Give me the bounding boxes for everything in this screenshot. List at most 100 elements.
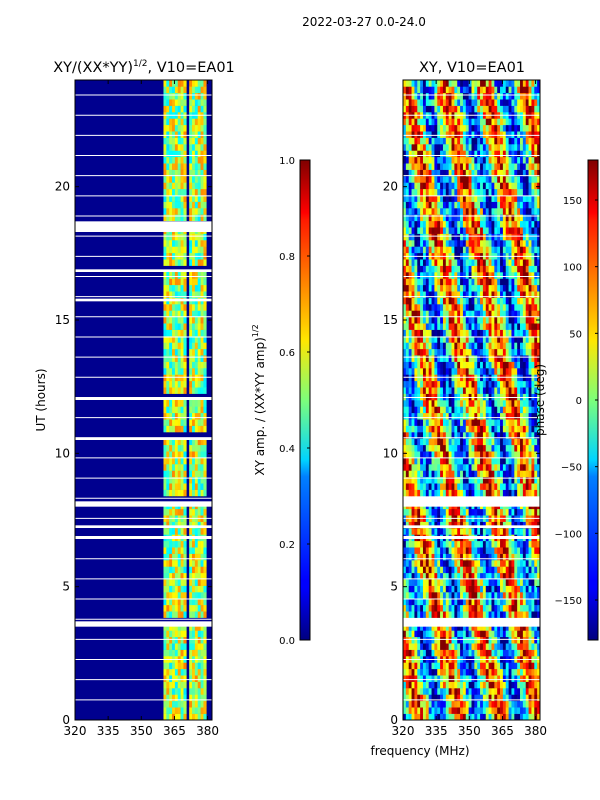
phase-cell xyxy=(457,553,461,561)
amplitude-cell xyxy=(194,284,199,292)
phase-cell xyxy=(431,284,435,292)
phase-cell xyxy=(485,464,489,471)
amplitude-cell xyxy=(183,611,187,618)
phase-cell xyxy=(471,553,475,561)
amplitude-cell xyxy=(189,662,193,670)
amplitude-cell xyxy=(197,624,201,631)
phase-cell xyxy=(454,400,458,407)
phase-cell xyxy=(491,700,495,708)
phase-cell xyxy=(437,304,441,311)
phase-cell xyxy=(462,278,467,286)
phase-cell xyxy=(408,342,412,350)
phase-cell xyxy=(460,323,464,330)
amplitude-cell xyxy=(169,476,173,484)
phase-cell xyxy=(477,540,481,548)
phase-cell xyxy=(537,406,541,414)
phase-cell xyxy=(482,611,487,618)
amplitude-cell xyxy=(169,380,173,388)
phase-cell xyxy=(502,342,507,350)
phase-cell xyxy=(528,528,532,535)
phase-cell xyxy=(454,240,458,247)
amplitude-cell xyxy=(166,361,170,369)
phase-cell xyxy=(494,547,498,554)
phase-cell xyxy=(480,668,484,676)
phase-cell xyxy=(531,380,535,388)
phase-cell xyxy=(417,668,421,676)
phase-cell xyxy=(460,643,464,650)
phase-cell xyxy=(491,636,495,644)
phase-cell xyxy=(471,336,475,343)
phase-cell xyxy=(531,483,535,490)
phase-cell xyxy=(494,406,498,414)
phase-cell xyxy=(522,380,527,388)
phase-cell xyxy=(431,483,435,490)
phase-cell xyxy=(502,438,507,446)
amplitude-cell xyxy=(163,240,167,247)
phase-cell xyxy=(494,662,498,670)
phase-cell xyxy=(440,412,444,420)
phase-cell xyxy=(422,278,427,286)
phase-cell xyxy=(451,368,455,375)
amplitude-cell xyxy=(197,425,201,433)
amplitude-cell xyxy=(192,528,196,535)
amplitude-cell xyxy=(192,585,196,593)
phase-cell xyxy=(425,604,429,612)
phase-cell xyxy=(488,246,492,254)
phase-cell xyxy=(431,380,435,388)
amplitude-cell xyxy=(169,329,173,337)
phase-cell xyxy=(474,566,478,574)
phase-cell xyxy=(500,470,504,478)
phase-cell xyxy=(462,387,467,394)
phase-cell xyxy=(534,579,538,586)
phase-cell xyxy=(528,464,532,471)
phase-cell xyxy=(520,368,524,375)
phase-cell xyxy=(537,553,541,561)
phase-cell xyxy=(488,233,492,241)
phase-cell xyxy=(531,624,535,631)
phase-cell xyxy=(508,636,512,644)
amplitude-cell xyxy=(200,508,204,516)
phase-cell xyxy=(442,368,447,375)
phase-cell xyxy=(434,233,438,241)
amplitude-cell xyxy=(200,707,204,714)
phase-cell xyxy=(457,476,461,484)
amplitude-cell xyxy=(172,483,176,490)
phase-cell xyxy=(502,585,507,593)
phase-cell xyxy=(514,278,518,286)
phase-panel-title: XY, V10=EA01 xyxy=(419,60,525,76)
amplitude-cell xyxy=(172,649,176,657)
amplitude-cell xyxy=(197,540,201,548)
amplitude-cell xyxy=(192,547,196,554)
amplitude-cell xyxy=(172,438,176,446)
phase-cell xyxy=(457,681,461,689)
amplitude-cell xyxy=(166,342,170,350)
phase-cell xyxy=(437,553,441,561)
phase-cell xyxy=(471,419,475,426)
amplitude-cell xyxy=(172,163,176,170)
amplitude-cell xyxy=(172,579,176,586)
amplitude-cell xyxy=(194,304,199,311)
phase-cell xyxy=(482,643,487,650)
phase-cell xyxy=(457,572,461,580)
phase-cell xyxy=(491,566,495,574)
phase-cell xyxy=(405,489,410,497)
amplitude-cell xyxy=(180,508,184,516)
phase-cell xyxy=(460,476,464,484)
phase-cell xyxy=(468,553,472,561)
amplitude-cell xyxy=(192,150,196,158)
amplitude-cell xyxy=(200,195,204,202)
phase-cell xyxy=(474,432,478,439)
phase-cell xyxy=(517,668,521,676)
phase-cell xyxy=(531,547,535,554)
phase-cell xyxy=(482,560,487,567)
phase-cell xyxy=(454,694,458,702)
phase-cell xyxy=(411,483,415,490)
amplitude-cell xyxy=(197,316,201,324)
phase-cell xyxy=(514,316,518,324)
amplitude-cell xyxy=(203,457,207,465)
phase-cell xyxy=(480,476,484,484)
amplitude-cell xyxy=(166,630,170,638)
amplitude-cell xyxy=(183,176,187,183)
phase-cell xyxy=(520,470,524,478)
amplitude-cell xyxy=(192,668,196,676)
